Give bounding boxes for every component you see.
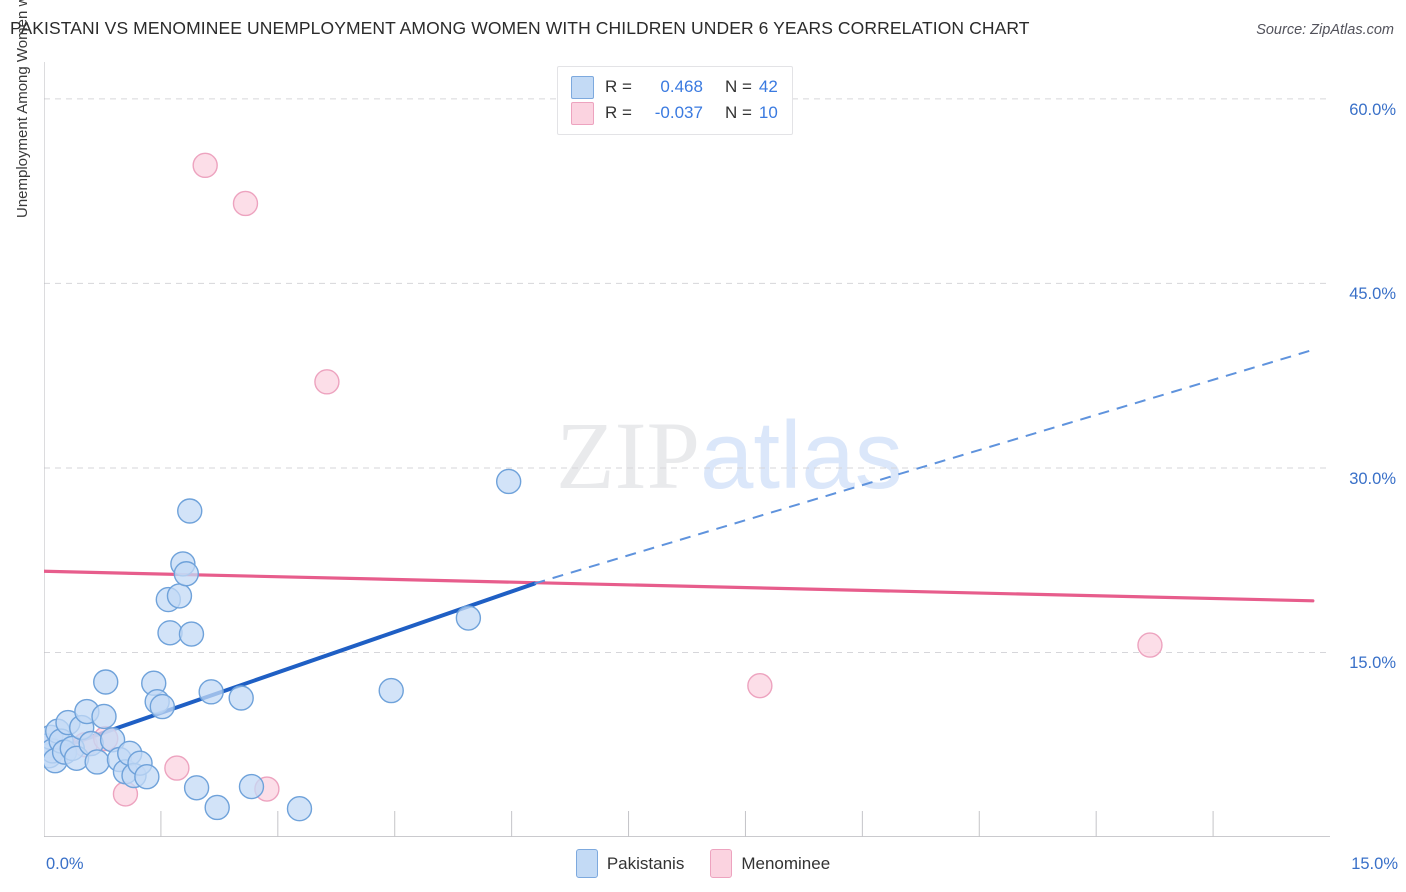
data-point-pakistanis[interactable] — [228, 685, 254, 711]
n-label-pakistanis: N = — [724, 77, 752, 96]
y-tick-label-1: 45.0% — [1349, 285, 1396, 304]
trendline-pakistanis-extrapolated — [534, 348, 1314, 585]
data-point-pakistanis[interactable] — [91, 703, 117, 730]
r-label-menominee: R = — [605, 103, 632, 122]
data-point-pakistanis[interactable] — [198, 679, 224, 705]
series-legend-item-pakistanis[interactable]: Pakistanis — [575, 849, 685, 878]
data-point-pakistanis[interactable] — [238, 773, 265, 800]
legend-swatch-menominee — [571, 101, 594, 125]
data-point-menominee[interactable] — [747, 672, 773, 699]
correlation-legend-row-menominee: R = -0.037 N = 10 — [571, 100, 778, 126]
data-point-pakistanis[interactable] — [495, 468, 522, 495]
data-point-pakistanis[interactable] — [177, 498, 203, 524]
points-pakistanis — [44, 468, 522, 822]
data-point-menominee[interactable] — [164, 755, 190, 781]
data-point-pakistanis[interactable] — [149, 693, 176, 720]
y-tick-label-2: 30.0% — [1349, 469, 1396, 488]
n-value-menominee: 10 — [758, 103, 778, 122]
data-point-pakistanis[interactable] — [178, 621, 205, 647]
data-point-pakistanis[interactable] — [455, 605, 482, 631]
plot-svg — [44, 62, 1330, 837]
page-title: PAKISTANI VS MENOMINEE UNEMPLOYMENT AMON… — [10, 18, 1030, 38]
series-swatch-menominee — [710, 849, 733, 878]
data-point-menominee[interactable] — [1137, 632, 1163, 658]
correlation-legend-row-pakistanis: R = 0.468 N = 42 — [571, 74, 778, 100]
r-value-pakistanis: 0.468 — [660, 77, 703, 96]
trendline-pakistanis — [44, 581, 537, 756]
series-swatch-pakistanis — [575, 849, 598, 878]
r-label-pakistanis: R = — [605, 77, 632, 96]
correlation-legend: R = 0.468 N = 42 R = -0.037 N = 10 — [557, 66, 793, 135]
data-point-pakistanis[interactable] — [84, 749, 110, 775]
data-point-pakistanis[interactable] — [378, 677, 404, 704]
x-axis-min-label: 0.0% — [46, 855, 84, 873]
data-point-pakistanis[interactable] — [157, 620, 183, 646]
data-point-pakistanis[interactable] — [204, 794, 230, 821]
series-legend-item-menominee[interactable]: Menominee — [710, 849, 830, 878]
y-tick-label-3: 15.0% — [1349, 654, 1396, 673]
y-axis-title: Unemployment Among Women with Children U… — [14, 0, 31, 218]
points-menominee — [44, 152, 1163, 807]
data-point-pakistanis[interactable] — [134, 764, 160, 790]
data-point-menominee[interactable] — [314, 369, 340, 395]
series-label-pakistanis: Pakistanis — [606, 853, 685, 873]
x-axis-max-label: 15.0% — [1351, 855, 1398, 873]
data-point-pakistanis[interactable] — [286, 796, 313, 822]
r-value-menominee: -0.037 — [654, 103, 703, 122]
source-attribution: Source: ZipAtlas.com — [1256, 22, 1394, 38]
y-tick-label-0: 60.0% — [1349, 100, 1396, 119]
legend-swatch-pakistanis — [571, 75, 594, 99]
plot-area — [44, 62, 1330, 837]
n-label-menominee: N = — [724, 103, 752, 122]
data-point-pakistanis[interactable] — [166, 583, 193, 609]
trendline-menominee — [44, 569, 1315, 603]
data-point-menominee[interactable] — [232, 190, 259, 217]
data-point-pakistanis[interactable] — [93, 669, 119, 695]
data-point-pakistanis[interactable] — [183, 775, 210, 801]
series-legend: Pakistanis Menominee — [0, 849, 1406, 878]
data-point-menominee[interactable] — [192, 152, 218, 179]
n-value-pakistanis: 42 — [758, 77, 778, 96]
data-point-pakistanis[interactable] — [173, 561, 200, 587]
series-label-menominee: Menominee — [741, 853, 831, 873]
